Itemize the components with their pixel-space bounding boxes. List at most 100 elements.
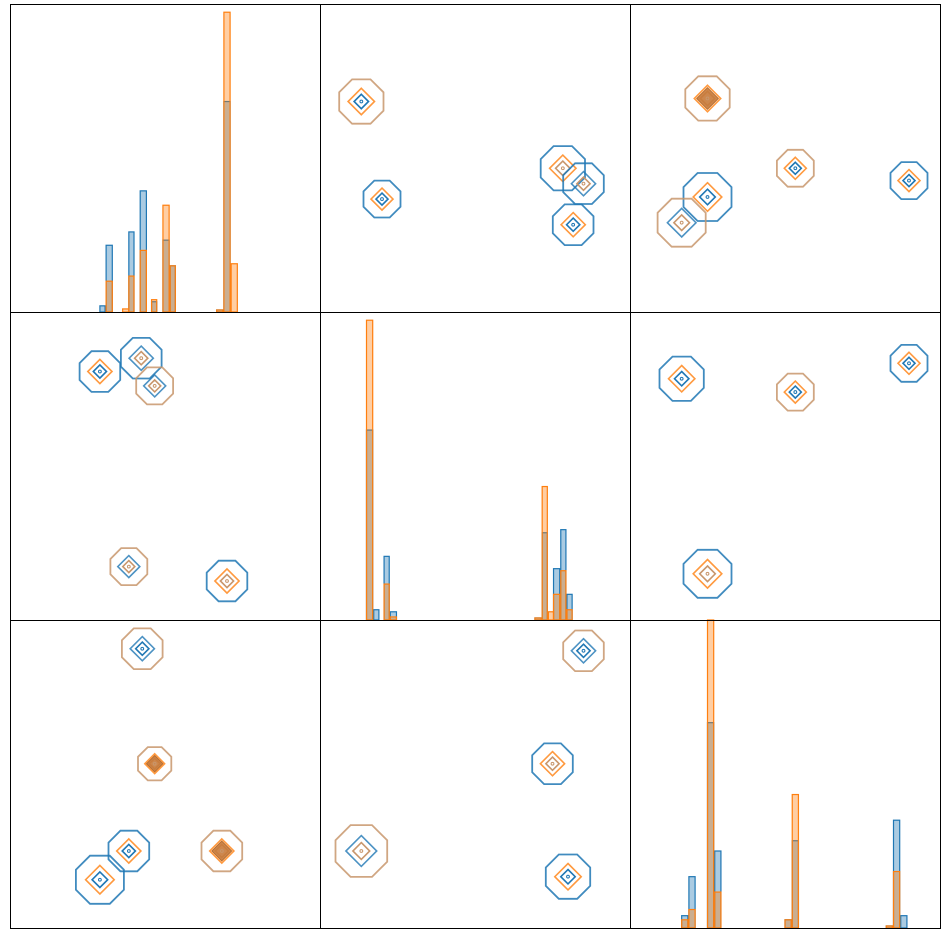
kde-cluster [200,829,244,873]
panel-r0-c2 [656,75,929,248]
kde-cluster [682,172,733,222]
kde-contour [133,350,149,366]
kde-contour [658,355,705,402]
kde-peak [566,874,570,879]
kde-peak [705,96,710,101]
histogram-bar [552,593,561,621]
panel-r0-c0 [99,11,238,313]
kde-contour [338,78,385,125]
kde-contour [698,564,717,583]
panel-r1-c1 [365,319,573,621]
kde-contour [656,197,707,248]
panel-frame [630,312,941,621]
kde-cluster [776,148,815,188]
histogram-bar [547,611,555,621]
kde-contour [531,742,574,785]
kde-contour [783,156,808,181]
histogram-bar [169,265,176,313]
kde-cluster [107,829,151,873]
kde-contour [673,370,691,388]
histogram-bar [216,309,224,313]
histogram-bar [566,609,573,621]
kde-cluster [78,350,122,393]
kde-peak [907,178,911,183]
kde-contour [562,162,605,205]
kde-contour [346,87,376,116]
kde-contour [205,559,249,603]
histogram-bar [105,280,113,313]
kde-cluster [562,162,605,205]
kde-peak [126,849,131,853]
kde-contour [109,547,149,586]
kde-peak [139,356,144,361]
kde-peak [126,564,131,569]
kde-contour [889,343,929,383]
kde-cluster [531,742,574,785]
kde-peak [219,849,224,853]
histogram-bar [784,919,792,929]
kde-contour [570,170,597,197]
panel-frame [10,620,321,929]
kde-core [211,840,233,862]
kde-contour [783,379,808,405]
kde-contour [142,373,167,399]
kde-contour [134,640,151,657]
kde-peak [705,195,710,199]
kde-cluster [889,343,929,383]
kde-contour [896,168,922,193]
kde-contour [896,351,922,376]
kde-peak [359,99,364,104]
kde-peak [581,181,586,186]
kde-cluster [75,854,125,905]
kde-contour [127,344,155,372]
histogram-bar [162,204,170,313]
kde-cluster [205,559,249,603]
kde-cluster [109,547,149,586]
kde-contour [78,350,122,393]
kde-peak [581,648,586,653]
kde-contour [667,364,697,394]
panel-r1-c2 [658,343,929,599]
kde-contour [684,75,731,122]
kde-cluster [338,78,385,125]
kde-cluster [562,629,605,672]
kde-contour [116,554,141,579]
panel-r2-c0 [75,627,244,905]
kde-contour [84,864,116,896]
histogram-bar [706,619,715,929]
kde-contour [90,870,109,889]
kde-peak [679,376,684,381]
histogram-bar [389,616,398,621]
kde-contour [92,363,108,380]
kde-cluster [544,853,592,900]
histogram-bar [791,793,800,929]
kde-contour [135,366,175,406]
kde-cluster [121,627,164,670]
kde-contour [351,841,371,861]
panel-frame [630,4,941,313]
panel-frame [320,620,631,929]
kde-peak [560,166,565,171]
kde-contour [776,148,815,188]
histogram-bar [99,305,106,313]
kde-cluster [682,548,733,599]
kde-peak [380,197,384,201]
histogram-bar [681,919,689,929]
kde-contour [143,752,166,775]
histogram-bar [122,308,130,313]
kde-core [145,754,164,773]
kde-peak [793,166,798,171]
panel-r2-c2 [681,619,908,929]
histogram-bar [150,299,158,313]
kde-contour [698,188,717,206]
kde-cluster [658,355,705,402]
kde-contour [129,635,156,662]
kde-peak [907,361,911,366]
kde-contour [352,93,370,110]
histogram-bar [892,870,901,929]
kde-peak [152,761,157,766]
histogram-bar [560,570,567,621]
kde-cluster [684,75,731,122]
